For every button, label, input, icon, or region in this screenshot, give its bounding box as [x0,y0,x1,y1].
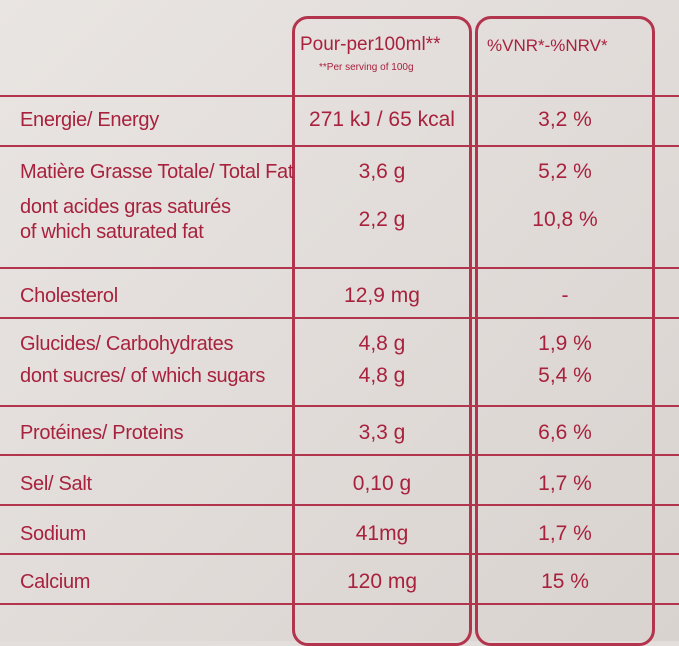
nutrient-value: 2,2 g [358,208,406,231]
nutrient-value: 41mg [355,522,409,545]
nutrient-nrv: 10,8 % [532,208,598,231]
nutrient-nrv: 5,2 % [538,160,592,183]
nutrient-label: Glucides/ Carbohydrates [20,333,234,355]
nutrient-value: 12,9 mg [344,284,420,307]
nutrient-label: Energie/ Energy [20,109,159,131]
nutrient-value: 3,6 g [358,160,406,183]
nutrient-value: 3,3 g [358,421,406,444]
nutrient-label: Protéines/ Proteins [20,422,184,444]
nutrient-label: Calcium [20,571,91,593]
nutrient-nrv: 5,4 % [538,364,592,387]
nutrient-label: Matière Grasse Totale/ Total Fat [20,161,294,183]
separator-line [0,317,679,319]
separator-line [0,95,679,97]
separator-line [0,267,679,269]
separator-line [0,553,679,555]
nutrient-nrv: 1,9 % [538,332,592,355]
nutrient-label: Sel/ Salt [20,473,92,495]
nutrient-value: 4,8 g [358,332,406,355]
nutrient-nrv: 15 % [541,570,589,593]
nutrient-value: 120 mg [346,570,418,593]
col1-header: Pour-per100ml** [300,34,441,55]
nutrient-label: dont sucres/ of which sugars [20,365,266,387]
col2-header: %VNR*-%NRV* [487,36,608,55]
nutrient-value: 271 kJ / 65 kcal [309,108,455,131]
nutrient-value: 0,10 g [352,472,412,495]
nutrient-value: 4,8 g [358,364,406,387]
nutrient-label-line1: dont acides gras saturés [20,196,231,218]
separator-line [0,504,679,506]
nutrient-label: Cholesterol [20,285,118,307]
nutrient-label-line2: of which saturated fat [20,221,204,243]
separator-line [0,603,679,605]
separator-line [0,405,679,407]
separator-line [0,454,679,456]
col1-subheader: **Per serving of 100g [319,62,414,73]
nutrient-nrv: 1,7 % [538,522,592,545]
nutrient-label: Sodium [20,523,87,545]
nutrient-nrv: 6,6 % [538,421,592,444]
separator-line [0,145,679,147]
nutrient-nrv: - [561,284,569,307]
nutrient-nrv: 3,2 % [538,108,592,131]
nutrient-nrv: 1,7 % [538,472,592,495]
